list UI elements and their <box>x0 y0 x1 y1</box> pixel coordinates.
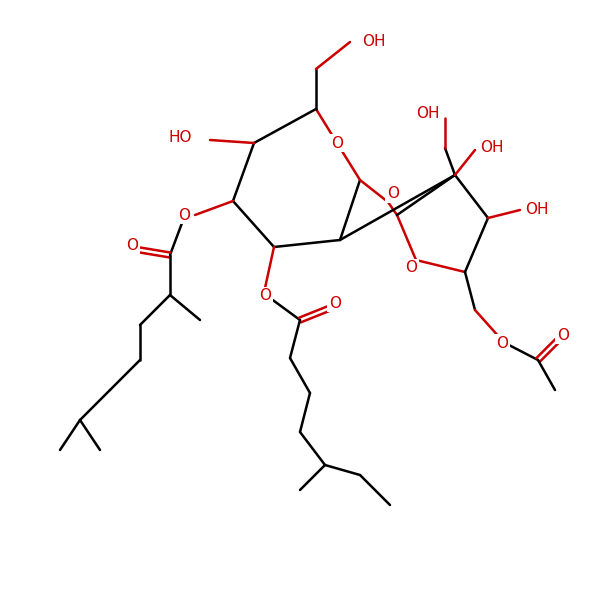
Text: OH: OH <box>416 106 440 121</box>
Text: OH: OH <box>362 34 386 49</box>
Text: O: O <box>126 238 138 253</box>
Text: O: O <box>178 208 190 223</box>
Text: HO: HO <box>169 130 192 145</box>
Text: O: O <box>331 136 343 151</box>
Text: O: O <box>387 187 399 202</box>
Text: O: O <box>405 260 417 275</box>
Text: OH: OH <box>525 202 548 217</box>
Text: O: O <box>259 289 271 304</box>
Text: OH: OH <box>480 139 503 154</box>
Text: O: O <box>496 335 508 350</box>
Text: O: O <box>329 295 341 311</box>
Text: O: O <box>557 328 569 343</box>
